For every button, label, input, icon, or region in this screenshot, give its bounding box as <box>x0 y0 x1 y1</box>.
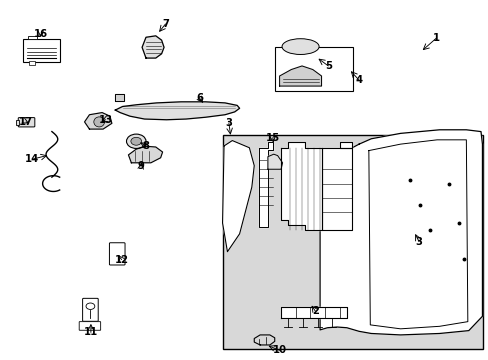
FancyBboxPatch shape <box>79 321 101 330</box>
Polygon shape <box>259 142 272 226</box>
Text: 17: 17 <box>19 117 33 127</box>
Text: 6: 6 <box>196 93 203 103</box>
Text: 10: 10 <box>272 345 286 355</box>
Text: 8: 8 <box>142 141 149 151</box>
FancyBboxPatch shape <box>23 39 60 62</box>
FancyBboxPatch shape <box>16 121 19 125</box>
Polygon shape <box>321 142 351 230</box>
FancyBboxPatch shape <box>18 118 35 127</box>
Text: 5: 5 <box>324 61 331 71</box>
Polygon shape <box>128 146 162 163</box>
Polygon shape <box>254 335 274 345</box>
Polygon shape <box>84 113 112 129</box>
Text: 14: 14 <box>25 154 40 164</box>
Polygon shape <box>281 142 321 230</box>
Polygon shape <box>320 130 482 335</box>
FancyBboxPatch shape <box>222 135 483 348</box>
Text: 16: 16 <box>34 30 48 39</box>
Text: 11: 11 <box>83 327 98 337</box>
Text: 4: 4 <box>354 75 362 85</box>
Polygon shape <box>115 94 123 101</box>
FancyBboxPatch shape <box>29 61 35 64</box>
Polygon shape <box>281 307 346 318</box>
Circle shape <box>126 134 146 148</box>
Circle shape <box>131 137 142 145</box>
Polygon shape <box>222 140 254 252</box>
Text: 7: 7 <box>162 19 168 29</box>
FancyBboxPatch shape <box>28 36 37 40</box>
FancyBboxPatch shape <box>109 243 125 265</box>
FancyBboxPatch shape <box>275 47 352 91</box>
Ellipse shape <box>94 117 104 127</box>
Circle shape <box>86 303 95 310</box>
Polygon shape <box>115 102 239 120</box>
Text: 2: 2 <box>311 306 318 316</box>
Text: 3: 3 <box>225 118 232 128</box>
Ellipse shape <box>282 39 319 54</box>
FancyBboxPatch shape <box>82 298 98 321</box>
Text: 3: 3 <box>415 237 422 247</box>
Text: 1: 1 <box>432 33 439 43</box>
Polygon shape <box>279 66 321 86</box>
Text: 15: 15 <box>265 133 279 143</box>
Polygon shape <box>267 154 282 169</box>
Text: 13: 13 <box>98 115 112 125</box>
Text: 12: 12 <box>114 255 128 265</box>
Polygon shape <box>142 36 163 58</box>
Text: 9: 9 <box>138 161 144 171</box>
